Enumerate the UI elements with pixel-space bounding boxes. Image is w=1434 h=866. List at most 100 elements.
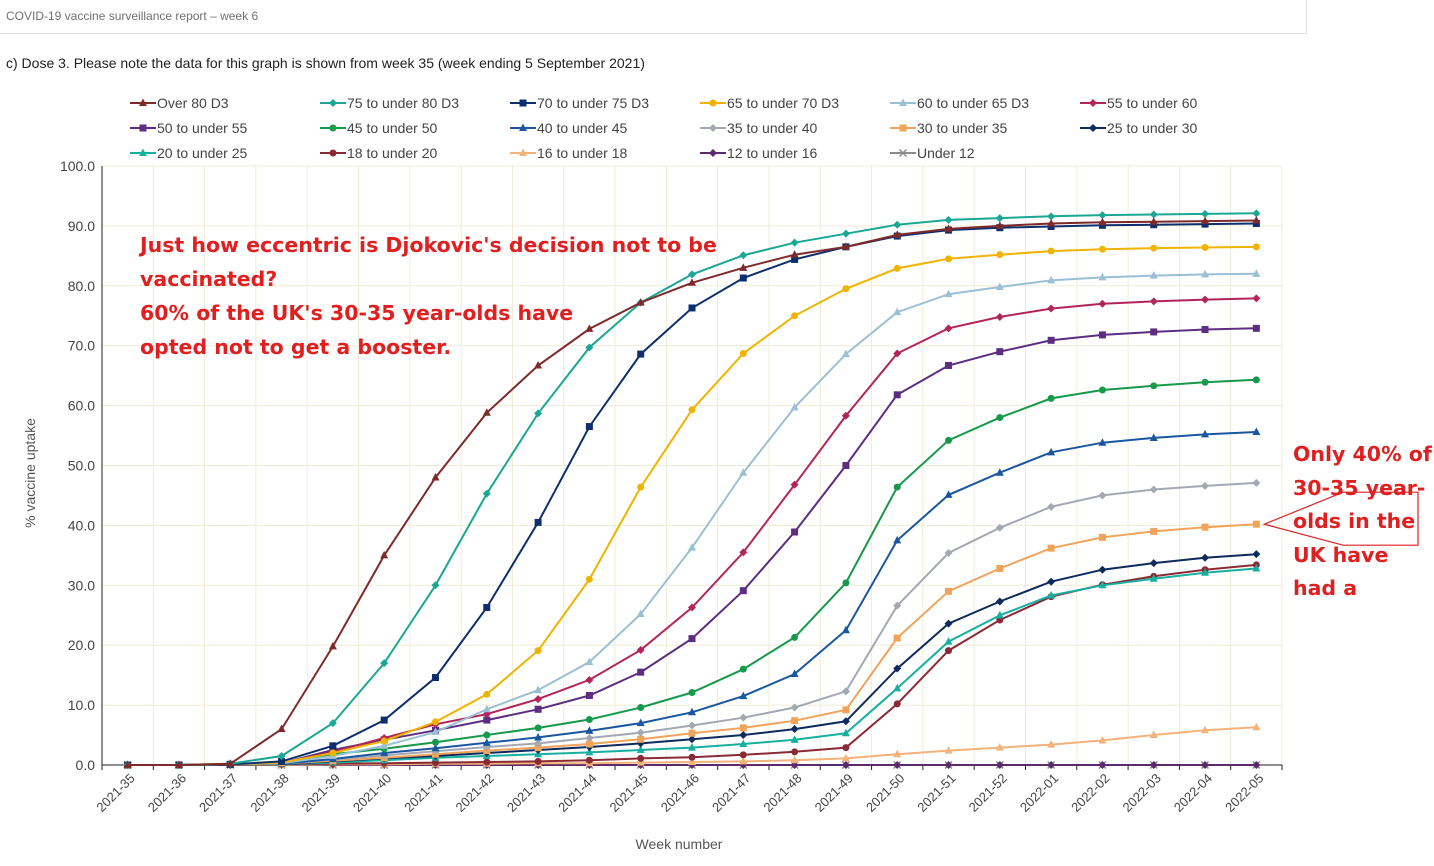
legend-label: 35 to under 40 xyxy=(727,120,818,136)
marker-stroke xyxy=(898,148,908,158)
data-point xyxy=(1047,502,1056,511)
legend-label: 30 to under 35 xyxy=(917,120,1008,136)
legend-label: Under 12 xyxy=(917,145,975,161)
data-point xyxy=(1098,299,1107,308)
data-point xyxy=(1201,523,1209,531)
legend-label: 75 to under 80 D3 xyxy=(347,95,459,111)
data-point xyxy=(791,255,799,263)
data-point xyxy=(483,603,491,611)
data-point xyxy=(637,735,645,743)
legend-swatch-marker xyxy=(898,148,908,158)
data-point xyxy=(688,304,696,312)
report-header: COVID-19 vaccine surveillance report – w… xyxy=(6,9,259,23)
legend-entry: 65 to under 70 D3 xyxy=(700,95,839,111)
legend-entry: 35 to under 40 xyxy=(700,120,818,136)
data-point xyxy=(688,406,696,414)
legend-swatch-marker xyxy=(709,124,717,132)
data-point xyxy=(996,616,1004,624)
legend: Over 80 D3 75 to under 80 D3 70 to under 7… xyxy=(130,95,1198,161)
data-point xyxy=(841,717,850,726)
data-point xyxy=(1150,527,1158,535)
data-point xyxy=(1201,378,1209,386)
data-point xyxy=(482,408,491,416)
x-axis-title: Week number xyxy=(636,836,723,852)
data-point xyxy=(893,761,902,769)
legend-swatch-marker xyxy=(139,124,147,132)
data-point xyxy=(585,423,593,431)
data-point xyxy=(842,285,850,293)
data-point xyxy=(431,727,440,736)
data-point xyxy=(1252,216,1261,224)
data-point xyxy=(482,489,491,498)
legend-entry: 18 to under 20 xyxy=(320,145,438,161)
data-point xyxy=(1047,394,1055,402)
data-point xyxy=(893,749,902,758)
data-point xyxy=(893,349,902,358)
data-point xyxy=(688,743,696,751)
data-point xyxy=(277,724,286,733)
data-point xyxy=(995,468,1004,476)
chart-caption: c) Dose 3. Please note the data for this… xyxy=(6,55,645,71)
data-point xyxy=(945,255,953,263)
data-point xyxy=(791,312,799,320)
data-point xyxy=(739,739,748,748)
data-point xyxy=(944,224,953,232)
data-point xyxy=(1252,243,1260,251)
data-point xyxy=(841,349,850,358)
data-point xyxy=(585,343,594,352)
data-point xyxy=(534,724,542,732)
legend-swatch-marker xyxy=(519,148,527,156)
data-point xyxy=(688,278,696,286)
data-point xyxy=(1149,217,1158,225)
data-point xyxy=(893,634,901,642)
data-point xyxy=(1098,272,1107,281)
data-point xyxy=(431,581,440,590)
data-point xyxy=(483,716,491,724)
legend-label: 45 to under 50 xyxy=(347,120,438,136)
data-point xyxy=(995,743,1004,751)
data-point xyxy=(893,230,902,238)
data-point xyxy=(1201,216,1210,225)
legend-swatch-marker xyxy=(329,124,337,132)
x-tick-label: 2021-43 xyxy=(504,771,548,815)
data-point xyxy=(636,298,645,306)
data-point xyxy=(841,242,850,250)
annotation-right-line-4: UK have xyxy=(1293,542,1389,567)
data-point xyxy=(1047,544,1055,552)
data-point xyxy=(380,741,389,749)
x-tick-label: 2021-40 xyxy=(350,771,394,815)
legend-swatch-marker xyxy=(329,99,337,107)
data-point xyxy=(636,645,645,654)
data-point xyxy=(1047,247,1055,255)
data-point xyxy=(1201,568,1210,576)
data-point xyxy=(790,480,799,489)
data-point xyxy=(688,689,696,697)
data-point xyxy=(842,744,850,752)
data-point xyxy=(636,728,645,737)
data-point xyxy=(893,683,902,692)
x-tick-label: 2022-01 xyxy=(1017,771,1061,815)
data-point xyxy=(790,402,799,411)
legend-entry: 16 to under 18 xyxy=(510,145,628,161)
series-65-to-under-70-d3 xyxy=(124,243,1260,769)
data-point xyxy=(585,734,594,743)
data-point xyxy=(534,757,542,765)
x-tick-label: 2021-35 xyxy=(93,771,137,815)
legend-label: 70 to under 75 D3 xyxy=(537,95,649,111)
y-tick-label: 60.0 xyxy=(68,398,95,414)
data-point xyxy=(1149,271,1158,279)
y-tick-label: 50.0 xyxy=(68,458,95,474)
series-40-to-under-45 xyxy=(123,427,1261,768)
data-point xyxy=(1098,438,1107,446)
legend-entry: 40 to under 45 xyxy=(510,120,628,136)
data-point xyxy=(1201,243,1209,251)
data-point xyxy=(1098,735,1107,744)
data-point xyxy=(637,483,645,491)
data-point xyxy=(688,635,696,643)
data-point xyxy=(1252,427,1261,435)
annotation-left-line-2: vaccinated? xyxy=(140,267,278,291)
legend-entry: 75 to under 80 D3 xyxy=(320,95,459,111)
data-point xyxy=(482,704,491,713)
y-tick-label: 10.0 xyxy=(68,697,95,713)
data-point xyxy=(534,360,543,369)
